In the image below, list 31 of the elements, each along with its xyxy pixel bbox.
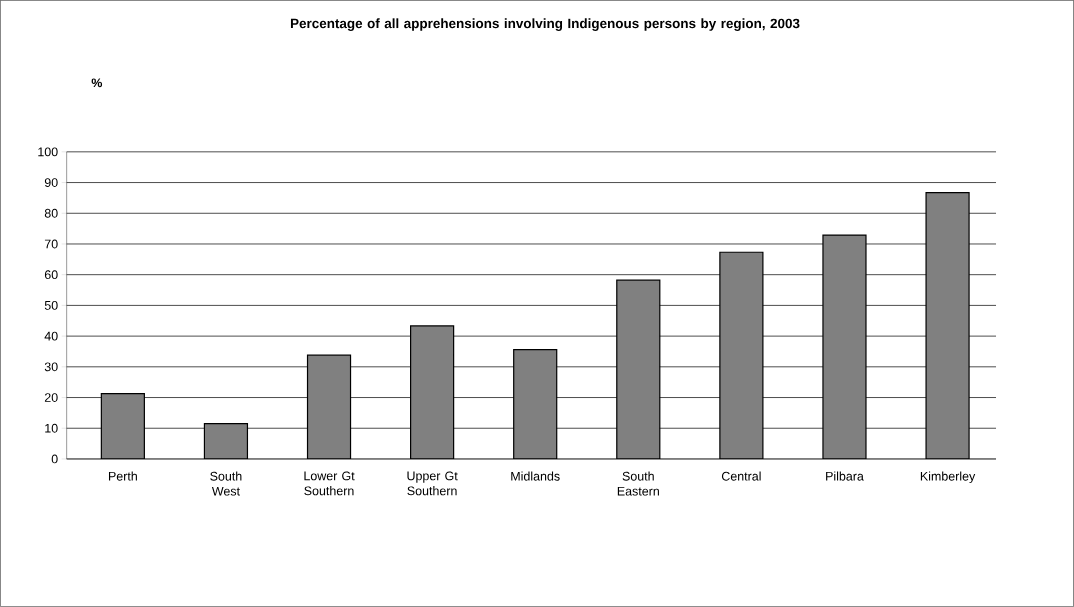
x-tick-label: Lower Gt Southern [304, 471, 355, 496]
bar [306, 354, 352, 460]
x-tick-label: Pilbara [826, 471, 864, 481]
y-axis-title: % [91, 78, 103, 88]
y-tick-label: 50 [44, 301, 58, 310]
bar [410, 325, 455, 460]
x-tick-label: Upper Gt Southern [407, 471, 458, 496]
bar [203, 423, 249, 460]
y-tick-label: 40 [44, 331, 58, 341]
bar [925, 192, 970, 460]
y-tick-label: 70 [44, 239, 58, 249]
y-tick-label: 90 [44, 178, 58, 188]
bar [822, 234, 867, 460]
x-tick-label: Kimberley [920, 471, 976, 484]
y-tick-label: 30 [44, 362, 58, 372]
x-tick-label: South West [210, 471, 242, 496]
bar [100, 393, 145, 460]
y-tick-label: 100 [38, 147, 58, 157]
y-tick-label: 0 [51, 454, 58, 464]
y-tick-label: 80 [44, 208, 58, 218]
x-tick-label: South Eastern [617, 471, 659, 496]
x-tick-label: Central [721, 471, 761, 481]
chart-title: Percentage of all apprehensions involving Indigenous persons by region, 2003 [290, 18, 800, 31]
x-tick-label: Midlands [511, 471, 560, 481]
bar [513, 349, 558, 460]
bar [616, 279, 661, 460]
y-tick-label: 60 [44, 270, 58, 280]
x-tick-label: Perth [108, 471, 137, 481]
y-tick-label: 20 [44, 393, 58, 403]
bar [719, 251, 764, 460]
y-tick-label: 10 [45, 423, 58, 433]
